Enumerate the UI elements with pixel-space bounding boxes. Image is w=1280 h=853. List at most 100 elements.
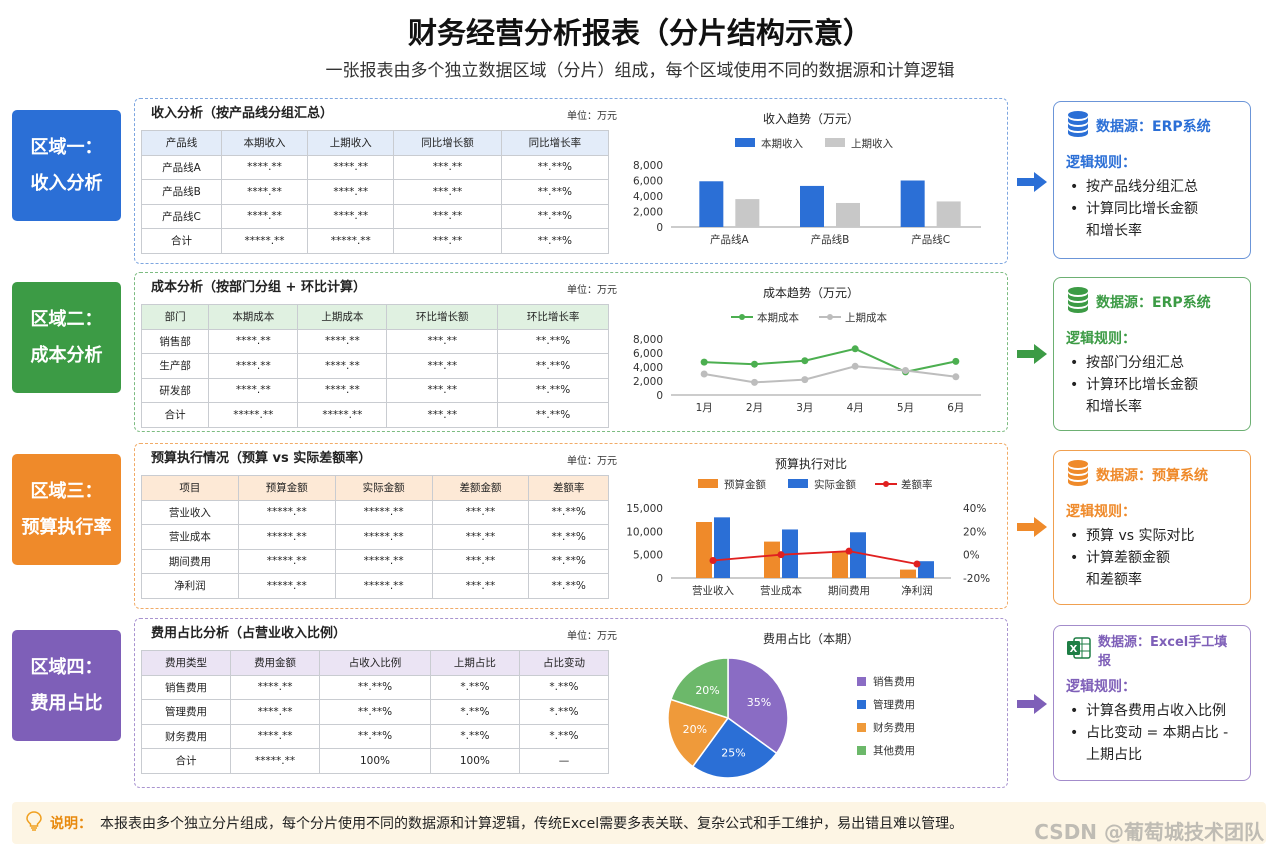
- rule-item: 和增长率: [1086, 399, 1142, 415]
- table-cell: *.**%: [429, 723, 520, 749]
- chart-panel-cost: 成本趋势（万元） 本期成本 上期成本 8,000 6,000 4,000 2,000 0 1月 2…: [623, 277, 1003, 427]
- legend-label: 本期收入: [761, 137, 803, 150]
- x-tick-label: 2月: [746, 402, 763, 414]
- table-cell: ***.**: [393, 154, 502, 180]
- y-tick-label: 15,000: [626, 503, 663, 515]
- rule-item: 上期占比: [1086, 747, 1142, 763]
- table-cell: 净利润: [141, 573, 239, 599]
- bar: [836, 202, 860, 227]
- column-header: 本期收入: [220, 130, 309, 156]
- right-arrow-icon: [1017, 172, 1047, 192]
- y-tick-label: 4,000: [633, 191, 663, 203]
- bar: [696, 522, 712, 578]
- table-header-row: 部门 本期成本 上期成本 环比增长额 环比增长率: [140, 304, 609, 330]
- bar: [699, 181, 724, 227]
- table-cell: **.**%: [497, 377, 609, 403]
- right-arrow-icon: [1017, 694, 1047, 714]
- table-cell: *****.**: [237, 573, 336, 599]
- legend-label: 管理费用: [873, 698, 915, 711]
- legend-label: 销售费用: [873, 675, 915, 688]
- slice-label: 20%: [695, 684, 719, 697]
- table-cell: 产品线C: [141, 203, 222, 229]
- table-cell: 研发部: [140, 377, 210, 403]
- rule-item: 按部门分组汇总: [1066, 352, 1238, 374]
- table-cell: **.**%: [497, 402, 609, 428]
- table-cell: 产品线B: [141, 179, 222, 205]
- pie-slice: [727, 657, 789, 755]
- table-cell: *.**%: [518, 674, 610, 700]
- column-header: 环比增长率: [497, 304, 609, 330]
- table-cell: ****.**: [208, 353, 299, 379]
- table-cell: ****.**: [220, 154, 309, 180]
- table-panel-budget: 预算执行情况（预算 vs 实际差额率） 单位：万元 项目 预算金额 实际金额 差额金额 差额…: [141, 448, 617, 599]
- svg-text:X: X: [1070, 644, 1078, 655]
- table-cell: ****.**: [307, 179, 395, 205]
- x-tick-label: 营业收入: [692, 584, 734, 597]
- column-header: 部门: [140, 304, 210, 330]
- chart-panel-budget: 预算执行对比 预算金额 实际金额 差额率 15,000 10,000 5,000 0 营业收入 营…: [623, 448, 1003, 604]
- y-tick-label: 4,000: [633, 362, 663, 374]
- source-title: 数据源：ERP系统: [1096, 295, 1211, 311]
- y-tick-label: 10,000: [626, 526, 663, 538]
- bar: [832, 551, 848, 578]
- chart-panel-expense: 费用占比（本期） 35% 25% 20% 20% 销售费用 管理费用 财务费用 其他费用: [623, 623, 1003, 783]
- table-cell: **.**%: [528, 524, 609, 550]
- table-cell: **.**%: [528, 499, 609, 525]
- rule-list: 按产品线分组汇总计算同比增长金额和增长率: [1066, 176, 1238, 242]
- legend-item: 差额率: [875, 478, 933, 491]
- table-cell: ****.**: [230, 674, 321, 700]
- unit-label: 单位：万元: [567, 111, 617, 122]
- bar: [850, 532, 866, 578]
- table-cell: *****.**: [297, 402, 388, 428]
- table-cell: **.**%: [500, 203, 610, 229]
- table-cell: ***.**: [393, 179, 502, 205]
- data-table-revenue: 产品线 本期收入 上期收入 同比增长额 同比增长率 产品线A ****.** ****.** *…: [141, 130, 610, 254]
- unit-label: 单位：万元: [567, 456, 617, 467]
- database-icon: [1066, 110, 1090, 142]
- table-cell: 产品线A: [141, 154, 222, 180]
- line-point: [751, 378, 758, 386]
- column-header: 占比变动: [518, 650, 610, 676]
- rule-list: 预算 vs 实际对比计算差额金额和差额率: [1066, 525, 1238, 591]
- table-cell: *****.**: [230, 748, 321, 774]
- table-cell: ****.**: [307, 154, 395, 180]
- table-row: 产品线C ****.** ****.** ***.** **.**%: [141, 203, 610, 229]
- table-row: 合计 *****.** *****.** ***.** **.**%: [140, 402, 609, 428]
- table-cell: 100%: [319, 748, 431, 774]
- table-cell: 生产部: [140, 353, 210, 379]
- table-cell: **.**%: [500, 154, 610, 180]
- lightbulb-icon: [26, 811, 42, 835]
- table-cell: ***.**: [386, 328, 499, 354]
- legend-swatch: [857, 677, 866, 686]
- table-cell: ****.**: [297, 328, 388, 354]
- line-point: [801, 357, 809, 365]
- column-header: 差额率: [528, 475, 609, 501]
- table-cell: ***.**: [386, 402, 499, 428]
- column-header: 差额金额: [431, 475, 530, 501]
- column-header: 预算金额: [237, 475, 336, 501]
- table-cell: 营业收入: [141, 499, 239, 525]
- column-header: 费用金额: [230, 650, 321, 676]
- table-cell: 财务费用: [140, 723, 232, 749]
- bar: [735, 199, 760, 227]
- x-tick-label: 1月: [696, 402, 713, 414]
- line-point: [913, 560, 921, 568]
- legend-label: 预算金额: [724, 478, 766, 491]
- column-header: 同比增长额: [393, 130, 502, 156]
- unit-label: 单位：万元: [567, 631, 617, 642]
- table-row: 销售费用 ****.** **.**% *.**% *.**%: [140, 674, 610, 700]
- chart-title: 成本趋势（万元）: [763, 286, 859, 300]
- y2-tick-label: 20%: [963, 526, 986, 538]
- page-title: 财务经营分析报表（分片结构示意）: [407, 16, 872, 50]
- note-text: 本报表由多个独立分片组成，每个分片使用不同的数据源和计算逻辑，传统Excel需要…: [100, 816, 964, 832]
- region-label-line2: 收入分析: [30, 172, 103, 194]
- table-cell: *****.**: [307, 228, 395, 254]
- table-row: 财务费用 ****.** **.**% *.**% *.**%: [140, 723, 610, 749]
- column-header: 上期收入: [307, 130, 395, 156]
- y2-tick-label: 40%: [963, 503, 986, 515]
- table-row: 产品线A ****.** ****.** ***.** **.**%: [141, 154, 610, 180]
- note-label: 说明：: [50, 816, 92, 832]
- column-header: 费用类型: [140, 650, 232, 676]
